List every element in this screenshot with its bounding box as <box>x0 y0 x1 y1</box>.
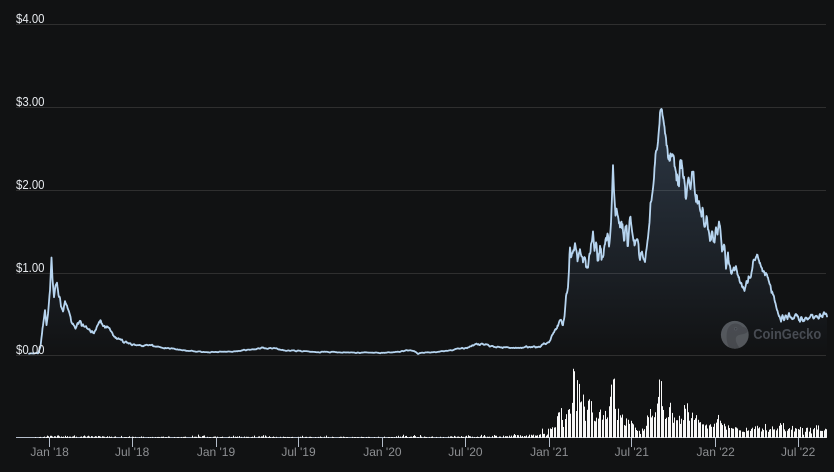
svg-text:Jan '22: Jan '22 <box>697 445 736 459</box>
svg-text:Jan '19: Jan '19 <box>197 445 236 459</box>
svg-text:Jan '20: Jan '20 <box>363 445 402 459</box>
svg-text:Jul '19: Jul '19 <box>281 445 316 459</box>
svg-text:Jan '18: Jan '18 <box>30 445 69 459</box>
svg-text:$3.00: $3.00 <box>16 94 45 109</box>
svg-text:Jul '20: Jul '20 <box>448 445 483 459</box>
svg-text:$2.00: $2.00 <box>16 177 45 192</box>
svg-text:Jul '18: Jul '18 <box>115 445 150 459</box>
svg-text:Jul '21: Jul '21 <box>615 445 650 459</box>
svg-text:Jan '21: Jan '21 <box>530 445 569 459</box>
svg-text:$1.00: $1.00 <box>16 260 45 275</box>
svg-text:$4.00: $4.00 <box>16 11 45 26</box>
svg-text:Jul '22: Jul '22 <box>781 445 816 459</box>
svg-text:$0.00: $0.00 <box>16 342 45 357</box>
